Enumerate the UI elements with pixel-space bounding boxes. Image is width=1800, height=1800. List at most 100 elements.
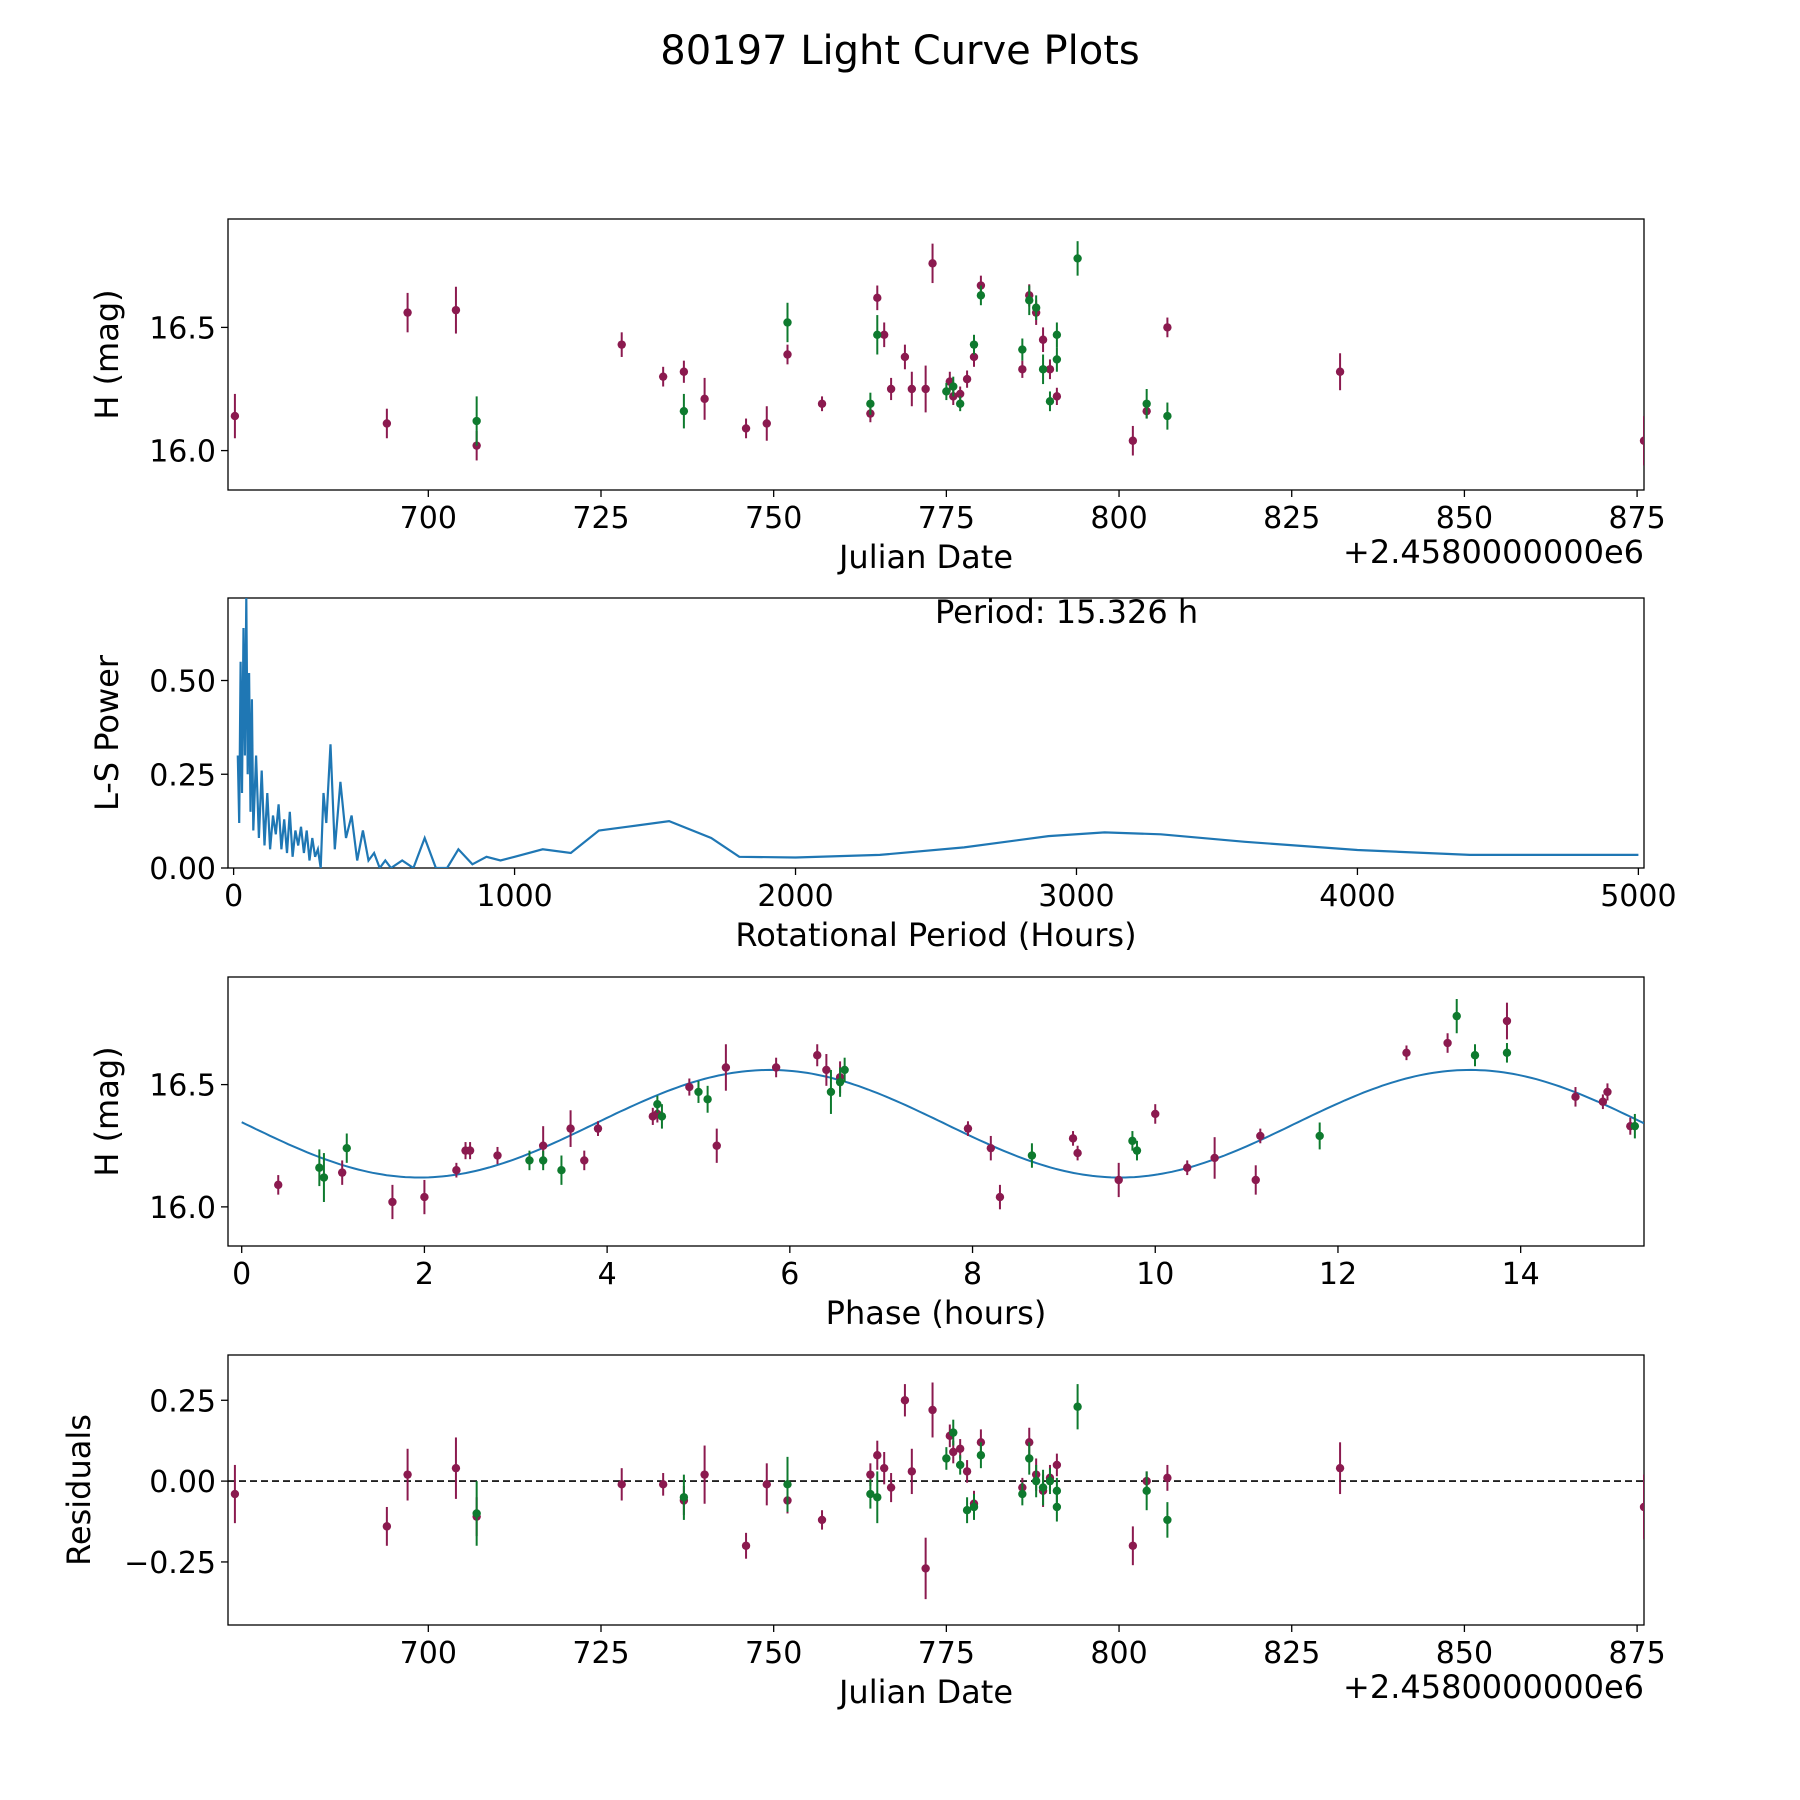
data-point xyxy=(879,330,889,339)
y-tick-label: 0.00 xyxy=(149,1465,216,1500)
data-point xyxy=(538,1141,548,1150)
data-point xyxy=(928,259,937,268)
data-point xyxy=(1335,367,1345,376)
data-point xyxy=(538,1156,548,1165)
data-point xyxy=(1018,365,1027,374)
y-axis-label: H (mag) xyxy=(88,289,126,419)
data-point xyxy=(949,1428,958,1437)
data-point xyxy=(921,1564,930,1573)
y-tick-label: 16.5 xyxy=(149,1069,216,1104)
data-point xyxy=(685,1082,694,1092)
data-point xyxy=(382,419,392,428)
data-point xyxy=(1052,392,1062,401)
x-tick-label: 850 xyxy=(1436,501,1493,536)
y-tick-label: 0.50 xyxy=(149,665,216,700)
x-tick-label: 0 xyxy=(224,879,243,914)
x-tick-label: 850 xyxy=(1436,1636,1493,1671)
data-point xyxy=(1163,1515,1172,1525)
data-point xyxy=(817,399,827,408)
data-point xyxy=(955,389,965,399)
data-point xyxy=(712,1141,721,1150)
y-axis-label: Residuals xyxy=(60,1414,98,1566)
data-point xyxy=(986,1143,996,1153)
data-point xyxy=(388,1197,397,1207)
data-point xyxy=(969,352,979,362)
model-curve xyxy=(241,1068,1644,1179)
data-point xyxy=(969,1502,979,1512)
data-point xyxy=(783,350,792,359)
data-point xyxy=(1443,1038,1452,1048)
data-point xyxy=(873,1451,882,1460)
data-point xyxy=(840,1065,849,1075)
data-point xyxy=(866,399,875,408)
data-point xyxy=(1163,411,1172,421)
data-point xyxy=(679,367,689,376)
data-point xyxy=(700,1470,709,1479)
x-tick-label: 875 xyxy=(1608,501,1665,536)
data-point xyxy=(337,1168,347,1177)
x-tick-label: 750 xyxy=(745,1636,802,1671)
data-point xyxy=(465,1146,475,1155)
data-point xyxy=(907,1467,917,1476)
y-tick-label: 16.0 xyxy=(149,435,216,470)
data-point xyxy=(403,1470,412,1479)
data-point xyxy=(942,387,951,396)
y-axis-label: L-S Power xyxy=(88,654,126,811)
data-point xyxy=(1038,1483,1048,1492)
x-tick-label: 14 xyxy=(1502,1257,1540,1292)
data-point xyxy=(741,1541,751,1550)
y-tick-label: 0.25 xyxy=(149,1384,216,1419)
x-axis-label: Rotational Period (Hours) xyxy=(735,916,1136,954)
data-point xyxy=(976,291,986,300)
data-point xyxy=(866,1470,875,1479)
data-point xyxy=(566,1124,575,1133)
data-point xyxy=(679,406,689,416)
data-point xyxy=(955,399,965,408)
data-point xyxy=(900,352,910,362)
data-point xyxy=(703,1095,712,1104)
data-point xyxy=(1045,397,1055,406)
data-point xyxy=(879,1463,889,1473)
data-point xyxy=(274,1180,283,1190)
data-point xyxy=(525,1156,534,1165)
data-point xyxy=(617,340,626,349)
data-point xyxy=(315,1163,324,1172)
x-tick-label: 800 xyxy=(1090,501,1147,536)
data-point xyxy=(886,1483,896,1492)
y-tick-label: 0.00 xyxy=(149,852,216,887)
x-tick-label: 4000 xyxy=(1319,879,1395,914)
data-point xyxy=(1151,1109,1160,1119)
data-point xyxy=(1018,345,1027,354)
data-point xyxy=(653,1099,662,1109)
data-point xyxy=(580,1156,589,1165)
y-tick-label: 16.5 xyxy=(149,311,216,346)
data-point xyxy=(1052,330,1062,339)
data-point xyxy=(1210,1153,1219,1163)
x-tick-label: 10 xyxy=(1136,1257,1174,1292)
plot-area xyxy=(236,598,1639,868)
data-point xyxy=(873,1493,882,1502)
x-tick-label: 800 xyxy=(1090,1636,1147,1671)
data-point xyxy=(1502,1016,1512,1026)
y-tick-label: 16.0 xyxy=(149,1191,216,1226)
axes-frame xyxy=(227,976,1645,1247)
data-point xyxy=(741,424,751,433)
data-point xyxy=(907,384,917,394)
plot-area xyxy=(228,1382,1644,1600)
data-point xyxy=(1315,1131,1324,1141)
data-point xyxy=(342,1143,351,1153)
data-point xyxy=(1452,1011,1461,1021)
data-point xyxy=(962,374,972,384)
data-point xyxy=(1025,296,1034,305)
data-point xyxy=(403,308,412,317)
y-tick-label: −0.25 xyxy=(124,1546,216,1581)
data-point xyxy=(420,1192,429,1202)
x-tick-label: 3000 xyxy=(1038,879,1114,914)
x-tick-label: 775 xyxy=(918,501,975,536)
data-point xyxy=(452,1165,461,1175)
data-point xyxy=(1470,1051,1480,1060)
data-point xyxy=(657,1112,667,1121)
data-point xyxy=(1068,1134,1078,1143)
data-point xyxy=(1052,1486,1062,1496)
data-point xyxy=(822,1065,831,1075)
